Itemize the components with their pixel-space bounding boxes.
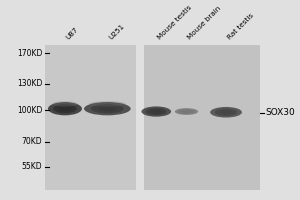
Ellipse shape [215, 109, 237, 116]
Ellipse shape [58, 106, 72, 111]
Ellipse shape [175, 108, 198, 115]
Bar [136, 41, 143, 192]
Text: U87: U87 [65, 26, 80, 40]
Text: U251: U251 [107, 22, 125, 40]
Text: 55KD: 55KD [22, 162, 42, 171]
Text: 170KD: 170KD [17, 49, 42, 58]
Text: SOX30: SOX30 [266, 108, 296, 117]
Text: 100KD: 100KD [17, 106, 42, 115]
Bar [45, 45, 137, 190]
Ellipse shape [91, 104, 124, 113]
Bar [141, 45, 260, 190]
Text: Mouse brain: Mouse brain [187, 5, 222, 40]
Ellipse shape [178, 109, 195, 114]
Ellipse shape [52, 101, 78, 107]
Ellipse shape [48, 102, 82, 115]
Ellipse shape [182, 110, 191, 113]
Text: Rat testis: Rat testis [226, 12, 254, 40]
Text: Mouse testis: Mouse testis [156, 4, 193, 40]
Ellipse shape [89, 101, 126, 107]
Ellipse shape [150, 109, 162, 114]
Text: 70KD: 70KD [22, 137, 42, 146]
Ellipse shape [53, 104, 77, 113]
Ellipse shape [220, 110, 232, 114]
Ellipse shape [84, 102, 131, 115]
Ellipse shape [141, 106, 171, 117]
Ellipse shape [146, 108, 166, 115]
Ellipse shape [98, 106, 117, 111]
Ellipse shape [210, 107, 242, 118]
Text: 130KD: 130KD [17, 79, 42, 88]
